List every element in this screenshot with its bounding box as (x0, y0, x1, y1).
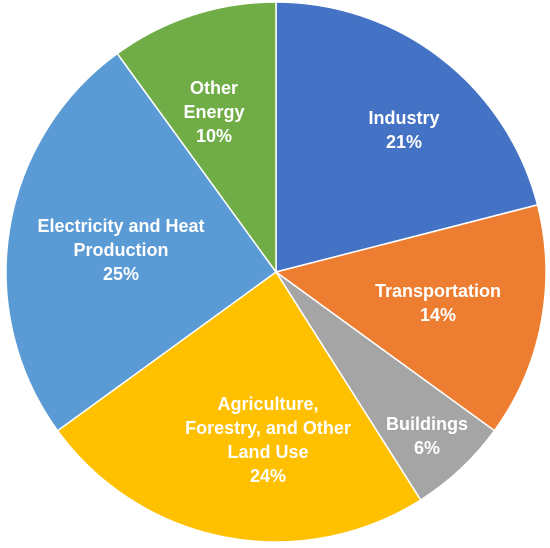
pie-slice (56, 270, 422, 543)
pie-slice (116, 1, 277, 275)
slice-label: Electricity and Heat Production 25% (34, 214, 209, 286)
slice-label: Agriculture, Forestry, and Other Land Us… (178, 392, 358, 488)
value-label: 14% (419, 305, 457, 325)
pie-slice (274, 203, 547, 432)
category-label: Transportation (374, 281, 501, 301)
category-label: Other Energy (183, 78, 245, 122)
value-label: 6% (413, 438, 440, 458)
category-label: Buildings (386, 414, 468, 434)
pie-slice (275, 1, 539, 273)
slice-label: Transportation 14% (353, 279, 523, 327)
category-label: Agriculture, Forestry, and Other Land Us… (185, 394, 351, 462)
value-label: 21% (385, 132, 423, 152)
pie-slice (5, 52, 278, 432)
slice-label: Industry 21% (349, 106, 459, 154)
category-label: Electricity and Heat Production (37, 216, 205, 260)
slice-label: Other Energy 10% (174, 76, 254, 148)
category-label: Industry (368, 108, 440, 128)
slice-label: Buildings 6% (377, 412, 477, 460)
value-label: 25% (102, 264, 140, 284)
value-label: 10% (195, 126, 233, 146)
value-label: 24% (249, 466, 287, 486)
